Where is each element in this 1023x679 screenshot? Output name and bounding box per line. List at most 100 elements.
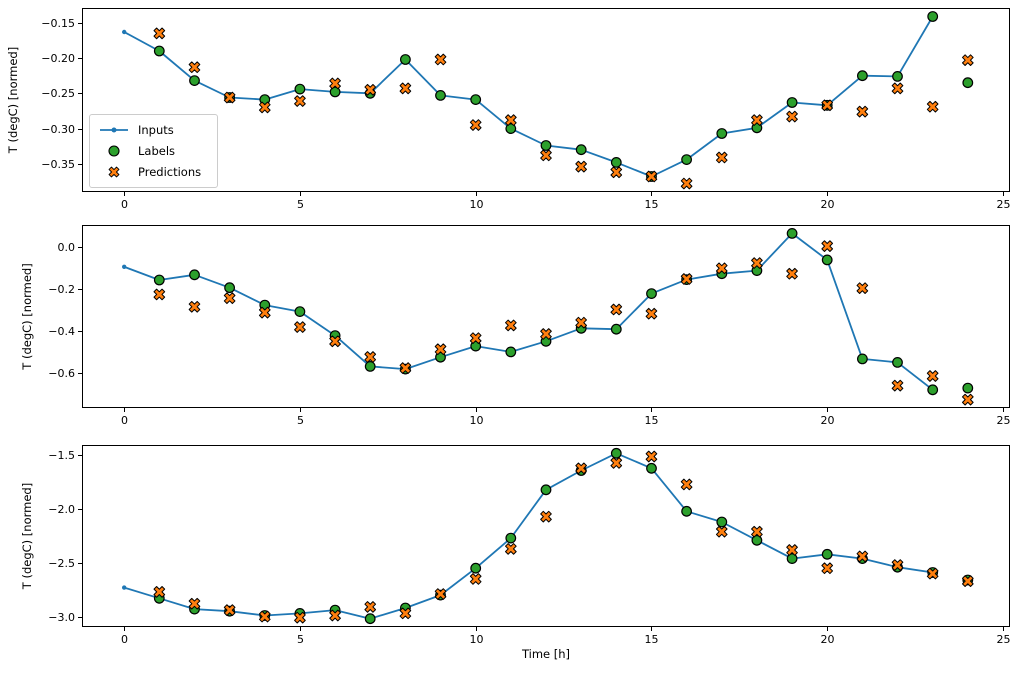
prediction-x-marker: [223, 292, 236, 305]
x-tick-label: 20: [821, 414, 835, 427]
prediction-x-marker: [821, 240, 834, 252]
prediction-x-marker: [153, 586, 166, 598]
x-axis-label: Time [h]: [521, 647, 571, 661]
y-axis-ticks: −0.15 −0.20 −0.25 −0.30 −0.35: [41, 17, 82, 171]
x-tick-label: 0: [121, 198, 128, 211]
legend-line-sample-icon: [99, 122, 129, 138]
x-tick-label: 0: [121, 414, 128, 427]
prediction-x-marker: [364, 83, 377, 96]
prediction-x-marker: [786, 544, 798, 556]
label-circle-marker: [927, 11, 939, 22]
label-circle-marker: [540, 484, 552, 496]
legend-item-label: Labels: [138, 144, 176, 158]
prediction-x-marker: [751, 114, 763, 126]
y-axis-label: T (degC) [normed]: [20, 263, 34, 370]
label-circle-marker: [751, 534, 763, 546]
inputs-line: [123, 232, 934, 391]
y-axis-label: T (degC) [normed]: [20, 483, 34, 590]
label-circle-marker: [610, 323, 622, 335]
legend-x-marker-icon: [99, 164, 129, 180]
labels-series: [153, 11, 974, 182]
label-circle-marker: [821, 254, 833, 266]
y-tick-label: −2.0: [48, 503, 75, 516]
prediction-x-marker: [258, 101, 271, 114]
inputs-line: [123, 452, 933, 620]
y-tick-label: −0.25: [41, 87, 75, 100]
label-circle-marker: [364, 361, 376, 372]
prediction-x-marker: [329, 335, 341, 348]
y-tick-label: −2.5: [48, 557, 75, 570]
prediction-x-marker: [258, 610, 271, 623]
y-tick-label: −0.2: [48, 283, 75, 296]
prediction-x-marker: [680, 273, 693, 285]
y-axis-ticks: −1.5 −2.0 −2.5 −3.0: [48, 449, 82, 624]
prediction-x-marker: [575, 160, 587, 173]
x-axis-ticks: 0 5 10 15 20 25: [121, 627, 1011, 646]
label-circle-marker: [962, 382, 974, 394]
labels-series: [153, 447, 974, 625]
label-circle-marker: [224, 282, 236, 294]
prediction-x-marker: [610, 303, 623, 316]
prediction-x-marker: [434, 588, 447, 600]
label-circle-marker: [892, 357, 903, 368]
x-tick-label: 5: [297, 633, 304, 646]
label-circle-marker: [575, 144, 587, 156]
legend-item-inputs: Inputs: [99, 122, 207, 138]
legend-item-labels: Labels: [99, 143, 207, 159]
prediction-x-marker: [505, 114, 517, 126]
inputs-point-marker: [122, 585, 127, 590]
prediction-x-marker: [540, 149, 552, 162]
label-circle-marker: [610, 447, 622, 459]
prediction-x-marker: [469, 332, 482, 344]
label-circle-marker: [435, 89, 446, 101]
axes-frame: [82, 8, 1010, 192]
y-tick-label: −1.5: [48, 449, 75, 462]
prediction-x-marker: [399, 607, 412, 620]
prediction-x-marker: [961, 54, 974, 67]
prediction-x-marker: [891, 559, 904, 571]
prediction-x-marker: [505, 543, 517, 555]
x-tick-label: 10: [470, 633, 484, 646]
prediction-x-marker: [575, 462, 587, 475]
prediction-x-marker: [751, 257, 763, 269]
prediction-x-marker: [258, 306, 271, 319]
prediction-x-marker: [294, 321, 306, 333]
label-circle-marker: [153, 45, 165, 57]
x-tick-label: 25: [997, 198, 1011, 211]
prediction-x-marker: [294, 95, 306, 107]
label-circle-marker: [786, 553, 798, 564]
prediction-x-marker: [645, 170, 658, 183]
predictions-series: [153, 240, 974, 406]
label-circle-marker: [505, 532, 517, 544]
label-circle-marker: [153, 274, 165, 286]
prediction-x-marker: [891, 82, 904, 95]
prediction-x-marker: [469, 119, 482, 131]
y-tick-label: 0.0: [58, 241, 76, 254]
y-tick-label: −0.35: [41, 158, 75, 171]
legend-item-label: Predictions: [138, 165, 202, 179]
prediction-x-marker: [680, 478, 693, 491]
x-tick-label: 20: [821, 633, 835, 646]
label-circle-marker: [189, 269, 200, 281]
label-circle-marker: [505, 346, 517, 358]
x-tick-label: 25: [997, 414, 1011, 427]
prediction-x-marker: [645, 450, 658, 463]
x-axis-ticks: 0 5 10 15 20 25: [121, 192, 1011, 211]
prediction-x-marker: [153, 288, 166, 301]
prediction-x-marker: [786, 110, 798, 123]
legend-item-label: Inputs: [138, 123, 174, 137]
legend-circle-marker-icon: [99, 143, 129, 159]
legend-item-predictions: Predictions: [99, 164, 207, 180]
prediction-x-marker: [786, 267, 798, 280]
predictions-series: [153, 27, 974, 190]
prediction-x-marker: [715, 525, 728, 538]
prediction-x-marker: [329, 609, 341, 622]
label-circle-marker: [892, 70, 903, 82]
prediction-x-marker: [540, 328, 552, 340]
prediction-x-marker: [399, 82, 412, 95]
x-tick-label: 5: [297, 414, 304, 427]
prediction-x-marker: [680, 177, 693, 190]
x-axis-ticks: 0 5 10 15 20 25: [121, 408, 1011, 427]
y-axis-ticks: 0.0 −0.2 −0.4 −0.6: [48, 241, 82, 380]
